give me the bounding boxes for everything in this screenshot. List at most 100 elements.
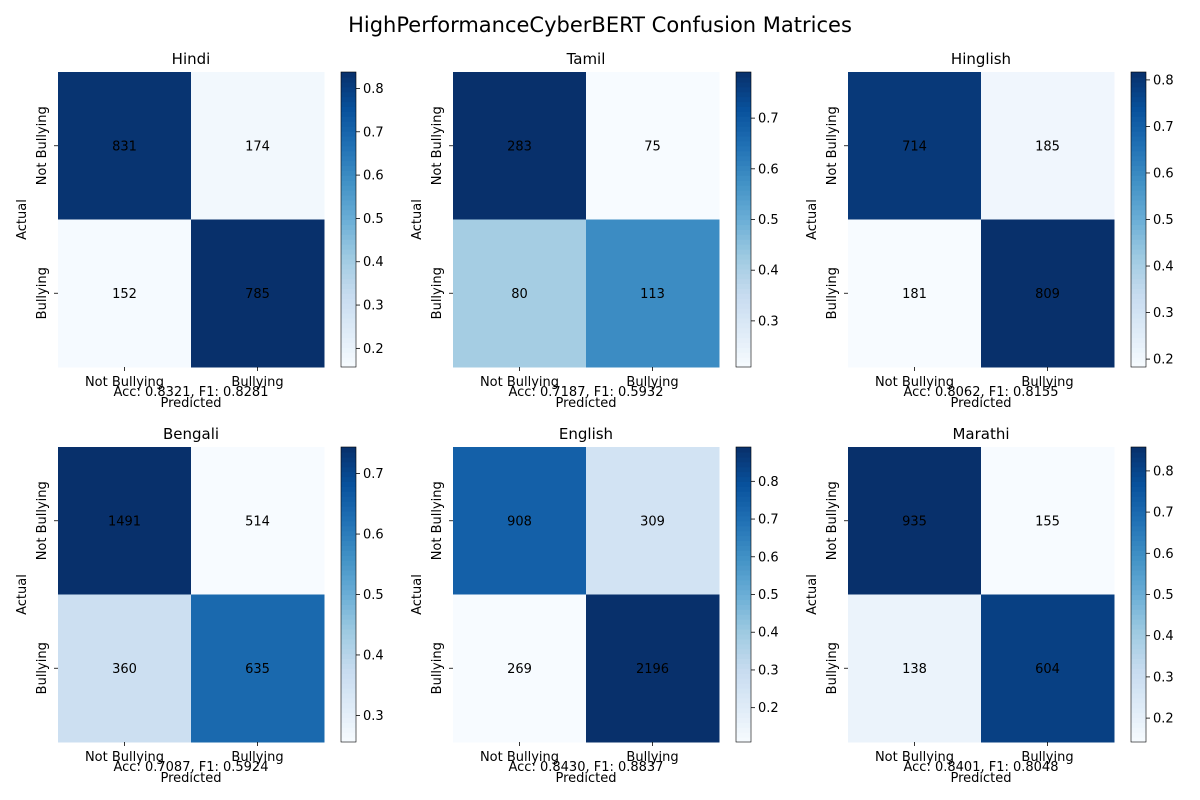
colorbar-segment: [341, 628, 356, 635]
heatmap-cell: [586, 447, 720, 595]
colorbar-segment: [1131, 298, 1146, 304]
colorbar-segment: [1131, 579, 1146, 586]
colorbar-segment: [736, 520, 751, 527]
colorbar-segment: [1131, 584, 1146, 591]
colorbar-segment: [736, 155, 751, 162]
y-tick-label: Not Bullying: [35, 481, 50, 560]
colorbar-segment: [1131, 131, 1146, 137]
colorbar-tick-label: 0.4: [1153, 260, 1174, 275]
cell-value-label: 831: [112, 139, 137, 154]
heatmap-cell: [58, 594, 192, 743]
colorbar-segment: [736, 673, 751, 679]
metrics-annotation: Acc: 0.8062, F1: 0.8155: [904, 385, 1059, 400]
panel-hindi: 831 174 152 785 Hindi Not Bullying Bullying Not…: [15, 50, 384, 411]
colorbar-segment: [1131, 471, 1146, 478]
x-tick-label: Bullying: [626, 750, 678, 765]
colorbar-segment: [736, 589, 751, 596]
colorbar-segment: [736, 614, 751, 620]
y-tick-label: Bullying: [430, 642, 445, 694]
colorbar-segment: [341, 506, 356, 512]
colorbar-segment: [1131, 476, 1146, 483]
heatmap-cell: [586, 219, 720, 368]
cell-value-label: 809: [1035, 287, 1060, 302]
colorbar-segment: [1131, 466, 1146, 473]
colorbar-segment: [736, 461, 751, 468]
colorbar-segment: [341, 501, 356, 507]
panel-tamil: 283 75 80 113 Tamil Not Bullying Bullying Not B…: [410, 50, 779, 411]
colorbar-segment: [1131, 145, 1146, 152]
colorbar-segment: [1131, 535, 1146, 542]
colorbar-segment: [736, 273, 751, 280]
colorbar-segment: [341, 298, 356, 304]
colorbar-segment: [341, 121, 356, 127]
colorbar-tick-label: 0.4: [363, 255, 384, 270]
colorbar-segment: [736, 633, 751, 640]
colorbar-segment: [341, 569, 356, 576]
colorbar-segment: [341, 594, 356, 601]
colorbar-segment: [1131, 491, 1146, 497]
colorbar-segment: [341, 683, 356, 689]
cell-value-label: 714: [902, 139, 927, 154]
colorbar-segment: [1131, 619, 1146, 625]
colorbar-segment: [341, 194, 356, 201]
colorbar-segment: [341, 244, 356, 250]
cell-value-label: 80: [511, 287, 528, 302]
heatmap-cell: [58, 219, 192, 368]
colorbar-segment: [736, 175, 751, 181]
colorbar-segment: [736, 712, 751, 719]
colorbar-segment: [1131, 737, 1146, 743]
x-tick-label: Not Bullying: [875, 375, 954, 390]
cell-value-label: 174: [245, 139, 270, 154]
colorbar-segment: [341, 619, 356, 625]
colorbar-segment: [736, 91, 751, 98]
colorbar-segment: [736, 687, 751, 694]
colorbar-segment: [1131, 727, 1146, 733]
x-tick-label: Not Bullying: [85, 375, 164, 390]
colorbar-segment: [341, 599, 356, 605]
colorbar-segment: [736, 165, 751, 171]
colorbar-segment: [341, 165, 356, 171]
x-tick-label: Bullying: [231, 375, 283, 390]
x-axis-label: Predicted: [555, 396, 616, 411]
colorbar-segment: [1131, 165, 1146, 171]
colorbar-segment: [736, 486, 751, 492]
colorbar-segment: [736, 648, 751, 655]
colorbar-segment: [341, 229, 356, 235]
colorbar-segment: [736, 327, 751, 334]
colorbar-segment: [1131, 312, 1146, 319]
colorbar-segment: [1131, 111, 1146, 117]
colorbar-segment: [736, 332, 751, 339]
colorbar-tick-label: 0.2: [1153, 353, 1174, 368]
cell-value-label: 785: [245, 287, 270, 302]
colorbar-segment: [736, 347, 751, 353]
colorbar-segment: [1131, 303, 1146, 309]
colorbar-segment: [1131, 589, 1146, 596]
colorbar-segment: [341, 673, 356, 679]
colorbar-segment: [341, 712, 356, 719]
colorbar-segment: [1131, 170, 1146, 176]
cell-value-label: 935: [902, 514, 927, 529]
x-axis-label: Predicted: [160, 771, 221, 786]
colorbar-segment: [1131, 185, 1146, 191]
colorbar-tick-label: 0.6: [363, 169, 384, 184]
colorbar-tick-label: 0.2: [758, 701, 779, 716]
colorbar-segment: [341, 352, 356, 358]
colorbar-segment: [1131, 239, 1146, 245]
colorbar-segment: [736, 609, 751, 615]
colorbar-segment: [1131, 101, 1146, 108]
colorbar-segment: [1131, 638, 1146, 645]
panel-bengali: 1491 514 360 635 Bengali Not Bullying Bullying…: [15, 425, 384, 786]
subplot-title: Bengali: [163, 425, 219, 443]
colorbar-segment: [341, 461, 356, 468]
colorbar-segment: [341, 214, 356, 221]
colorbar-segment: [1131, 263, 1146, 270]
colorbar-segment: [1131, 337, 1146, 344]
heatmap-cell: [191, 447, 325, 595]
colorbar-segment: [736, 126, 751, 132]
colorbar-segment: [736, 322, 751, 329]
cell-value-label: 635: [245, 662, 270, 677]
colorbar-segment: [736, 239, 751, 245]
colorbar-segment: [736, 663, 751, 669]
metrics-annotation: Acc: 0.7087, F1: 0.5924: [114, 760, 269, 775]
colorbar-segment: [1131, 614, 1146, 620]
